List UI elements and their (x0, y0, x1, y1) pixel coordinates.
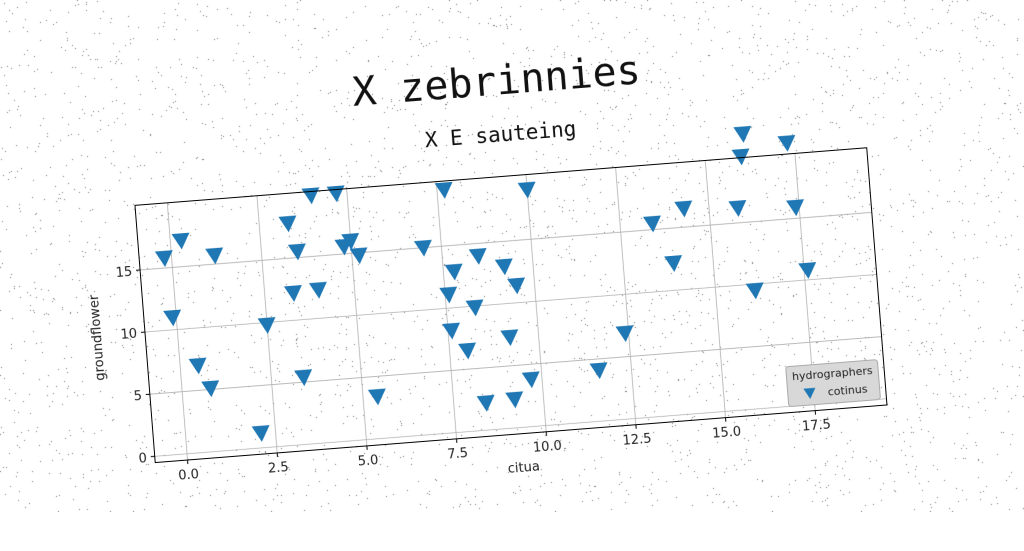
data-point (798, 262, 817, 280)
data-point (439, 287, 458, 305)
data-point (674, 201, 693, 219)
data-point (252, 425, 271, 443)
data-point (728, 200, 747, 218)
data-point (309, 282, 328, 300)
x-tick-label: 5.0 (357, 453, 379, 470)
y-tick-label: 0 (138, 451, 147, 467)
data-point (442, 323, 461, 341)
data-point (172, 233, 191, 251)
y-tick-label: 10 (120, 327, 138, 343)
data-point (477, 395, 496, 413)
data-point (495, 258, 514, 276)
x-gridline (526, 175, 546, 432)
data-point (522, 371, 541, 389)
data-points (149, 122, 827, 450)
y-gridline (150, 337, 882, 395)
y-tick-label: 15 (115, 265, 133, 281)
data-point (507, 277, 526, 295)
x-gridline (616, 168, 636, 425)
data-point (368, 388, 387, 406)
x-axis-label: citua (507, 459, 540, 476)
data-point (258, 317, 277, 335)
x-gridline (347, 189, 367, 446)
data-point (786, 199, 805, 217)
data-point (590, 362, 609, 380)
data-point (733, 126, 752, 144)
data-point (155, 250, 174, 268)
x-tick-label: 12.5 (622, 432, 652, 449)
legend: hydrographers cotinus (786, 360, 881, 407)
x-tick-label: 0.0 (178, 467, 200, 484)
data-point (189, 358, 208, 376)
data-point (664, 255, 683, 273)
x-tick-label: 15.0 (712, 425, 742, 442)
data-point (500, 329, 519, 347)
data-point (746, 282, 765, 300)
y-axis-label: groundflower (87, 294, 109, 382)
data-point (294, 369, 313, 387)
data-point (616, 325, 635, 343)
data-point (445, 264, 464, 282)
data-point (301, 187, 320, 205)
x-gridline (436, 182, 456, 439)
data-point (284, 285, 303, 303)
data-point (505, 391, 524, 409)
grid (135, 148, 887, 463)
axes-frame (135, 148, 887, 463)
x-tick-label: 7.5 (447, 446, 469, 463)
x-tick-label: 17.5 (801, 417, 831, 434)
data-point (518, 182, 537, 200)
data-point (278, 215, 297, 233)
x-tick-label: 2.5 (267, 460, 289, 477)
data-point (469, 248, 488, 266)
data-point (466, 299, 485, 317)
x-gridline (705, 160, 725, 417)
data-point (327, 185, 346, 203)
data-point (205, 247, 224, 265)
y-tick-label: 5 (133, 389, 142, 405)
x-tick-label: 10.0 (532, 439, 562, 456)
data-point (163, 310, 182, 328)
data-point (458, 343, 477, 361)
data-point (777, 135, 796, 153)
